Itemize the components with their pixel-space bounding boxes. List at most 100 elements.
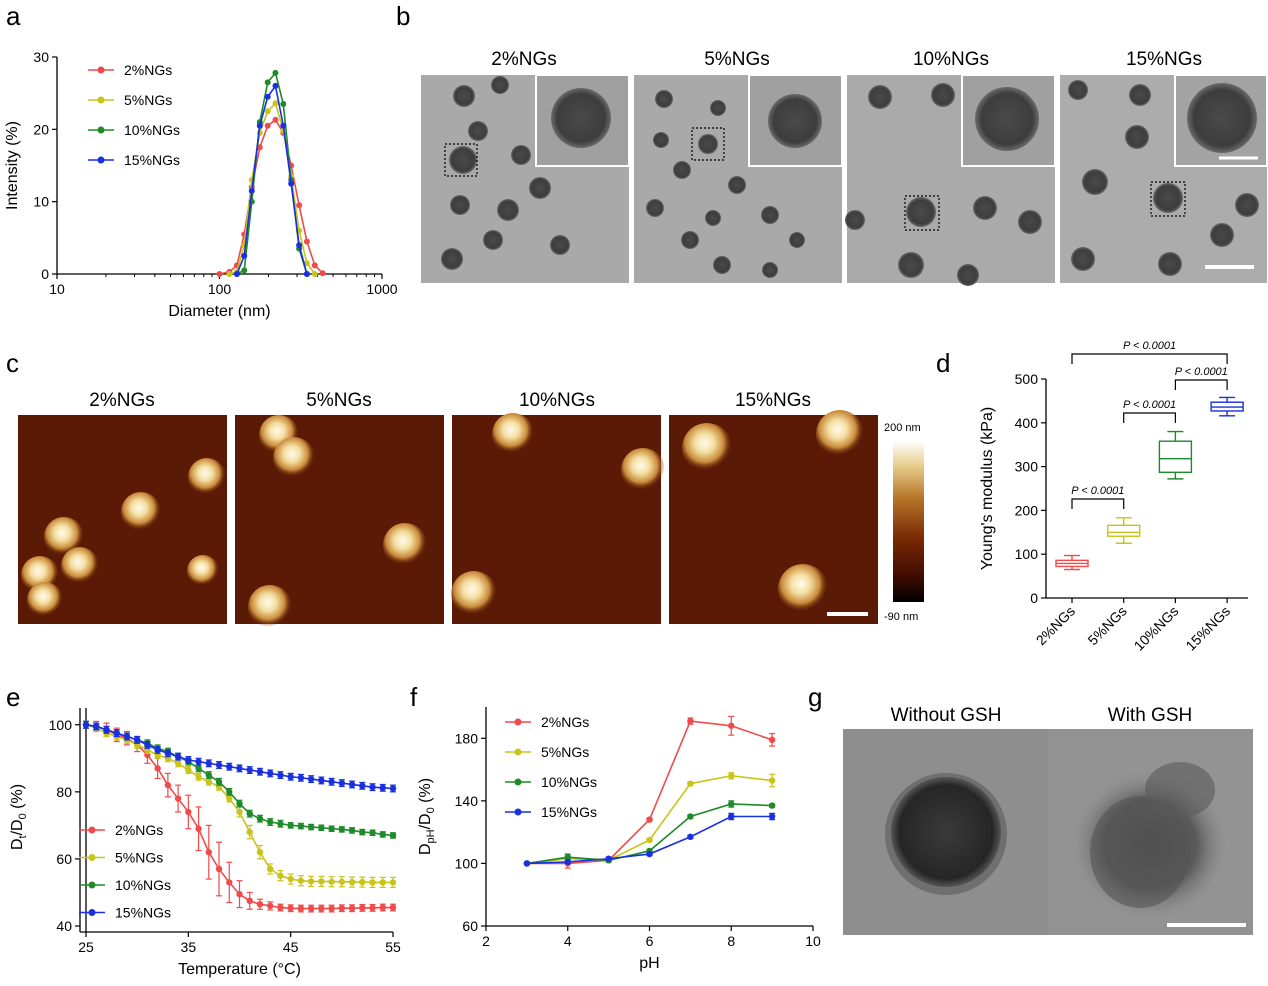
data-point-10%NGs [328,825,335,832]
data-point-15%NGs [103,726,110,733]
data-point-2%NGs [154,765,161,772]
legend-marker [97,126,105,134]
data-point-10%NGs [287,822,294,829]
data-point-5%NGs [264,108,271,115]
data-point-2%NGs [174,795,182,802]
legend-marker [88,909,96,916]
data-point-5%NGs [348,878,356,886]
data-point-15%NGs [564,858,571,866]
x-tick-label: 10 [805,933,821,949]
legend-label: 5%NGs [124,92,172,108]
afm-colorbar [893,441,924,602]
panel-g-gsh-tem: Without GSH With GSH [843,705,1253,935]
panel-b-tem-images: 2%NGs 5%NGs 10%NGs 15%NGs [421,49,1268,286]
data-point-2%NGs [236,890,243,898]
y-axis-label-part: (%) [417,778,434,807]
legend-label: 10%NGs [115,877,171,893]
data-point-15%NGs [133,736,141,744]
p-value-label: P < 0.0001 [1071,485,1124,497]
y-axis-label-part: 0 [425,807,437,813]
legend-label: 5%NGs [541,744,589,760]
data-point-2%NGs [379,904,386,911]
data-point-2%NGs [728,722,735,729]
p-value-label: P < 0.0001 [1175,366,1228,378]
data-point-15%NGs [93,723,100,730]
series-line-15%NGs [236,83,308,275]
tem-title-15: 15%NGs [1126,49,1202,70]
legend-label: 10%NGs [541,774,597,790]
panel-label-a: a [6,1,21,31]
x-tick-label: 5%NGs [1084,603,1129,648]
y-axis-label-part: D [417,843,434,855]
data-point-15%NGs [164,750,172,757]
y-tick-label: 80 [56,784,72,800]
y-tick-label: 300 [1015,459,1039,475]
data-point-5%NGs [369,879,376,886]
tem-with-gsh [1048,729,1253,935]
data-point-5%NGs [226,795,233,802]
y-axis-label-part: (%) [9,784,26,813]
legend-label: 5%NGs [115,850,163,866]
data-point-15%NGs [768,813,776,820]
significance-bracket [1071,498,1125,509]
afm-title-10: 10%NGs [519,390,595,411]
data-point-15%NGs [687,833,694,841]
legend-marker [88,826,96,834]
box-5%NGs [1106,524,1141,537]
tem-title-2: 2%NGs [491,49,556,70]
panel-label-g: g [808,682,822,712]
data-point-15%NGs [307,775,315,783]
data-point-10%NGs [215,778,223,785]
data-point-10%NGs [226,788,233,796]
legend-marker [514,808,522,816]
y-axis-label-part: 0 [17,813,29,819]
x-tick-label: 55 [385,939,401,955]
data-point-5%NGs [328,878,335,885]
data-point-2%NGs [359,904,366,912]
afm-title-5: 5%NGs [306,390,371,411]
tem-image-10 [845,74,1056,286]
x-tick-label: 15%NGs [1182,603,1233,654]
data-point-10%NGs [389,832,397,839]
data-point-15%NGs [379,784,386,792]
afm-title-2: 2%NGs [89,390,154,411]
y-axis-label: Intensity (%) [4,121,21,210]
x-tick-label: 2 [482,933,490,949]
data-point-2%NGs [296,202,303,209]
data-point-2%NGs [256,901,264,908]
data-point-15%NGs [154,746,161,754]
panel-label-f: f [410,682,418,712]
data-point-15%NGs [233,271,240,277]
data-point-5%NGs [267,865,274,873]
data-point-10%NGs [280,101,287,108]
legend-label: 15%NGs [115,905,171,921]
x-axis-label: Temperature (°C) [178,961,301,978]
panel-label-d: d [936,348,950,378]
tem-image-2 [421,74,630,283]
data-point-15%NGs [264,93,271,100]
data-point-5%NGs [307,878,315,885]
data-point-15%NGs [236,765,243,772]
panel-label-c: c [6,348,19,378]
data-point-15%NGs [297,774,305,781]
data-point-2%NGs [195,825,202,832]
data-point-15%NGs [256,122,263,129]
data-point-10%NGs [241,267,248,274]
gsh-title-with: With GSH [1108,705,1192,726]
data-point-5%NGs [287,875,294,883]
legend-marker [97,66,105,74]
data-point-2%NGs [348,905,356,912]
y-tick-label: 100 [455,855,479,871]
data-point-10%NGs [205,771,212,779]
x-axis-label: pH [639,955,659,972]
data-point-5%NGs [359,878,366,886]
data-point-15%NGs [287,773,294,780]
data-point-10%NGs [277,820,284,827]
data-point-15%NGs [369,783,376,791]
x-tick-label: 2%NGs [1033,603,1078,648]
data-point-5%NGs [246,828,253,836]
legend-label: 10%NGs [124,122,180,138]
y-tick-label: 180 [455,730,479,746]
data-point-5%NGs [768,777,776,784]
legend-marker [88,881,96,889]
